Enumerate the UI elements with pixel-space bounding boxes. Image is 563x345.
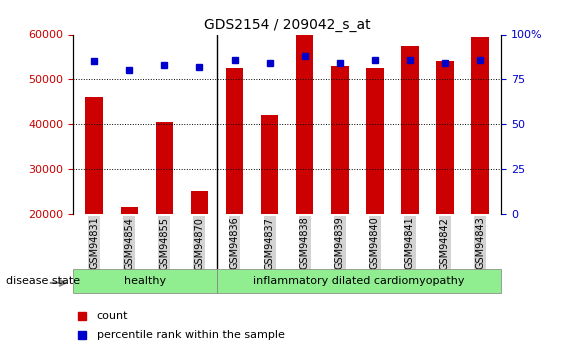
- Text: GSM94854: GSM94854: [124, 217, 135, 269]
- Bar: [120, 207, 138, 214]
- Text: count: count: [97, 311, 128, 321]
- Text: GSM94840: GSM94840: [370, 217, 380, 269]
- Text: disease state: disease state: [6, 276, 80, 286]
- Text: GSM94836: GSM94836: [230, 217, 239, 269]
- Text: healthy: healthy: [124, 276, 166, 286]
- Text: percentile rank within the sample: percentile rank within the sample: [97, 330, 285, 339]
- Bar: [155, 122, 173, 214]
- Text: GSM94842: GSM94842: [440, 217, 450, 269]
- Text: GSM94839: GSM94839: [335, 217, 345, 269]
- Bar: [436, 61, 454, 214]
- FancyBboxPatch shape: [73, 269, 217, 293]
- Bar: [401, 46, 419, 214]
- Text: GSM94838: GSM94838: [300, 217, 310, 269]
- Text: inflammatory dilated cardiomyopathy: inflammatory dilated cardiomyopathy: [253, 276, 465, 286]
- Text: GSM94843: GSM94843: [475, 217, 485, 269]
- Bar: [191, 191, 208, 214]
- FancyBboxPatch shape: [217, 269, 501, 293]
- Bar: [226, 68, 243, 214]
- Bar: [261, 115, 278, 214]
- Bar: [331, 66, 348, 214]
- Text: GSM94870: GSM94870: [194, 217, 204, 269]
- Bar: [296, 34, 314, 214]
- Text: GSM94841: GSM94841: [405, 217, 415, 269]
- Bar: [471, 37, 489, 214]
- Title: GDS2154 / 209042_s_at: GDS2154 / 209042_s_at: [204, 18, 370, 32]
- Bar: [366, 68, 383, 214]
- Text: GSM94837: GSM94837: [265, 217, 275, 269]
- Text: GSM94831: GSM94831: [89, 217, 99, 269]
- Bar: [86, 97, 103, 214]
- Text: GSM94855: GSM94855: [159, 217, 169, 270]
